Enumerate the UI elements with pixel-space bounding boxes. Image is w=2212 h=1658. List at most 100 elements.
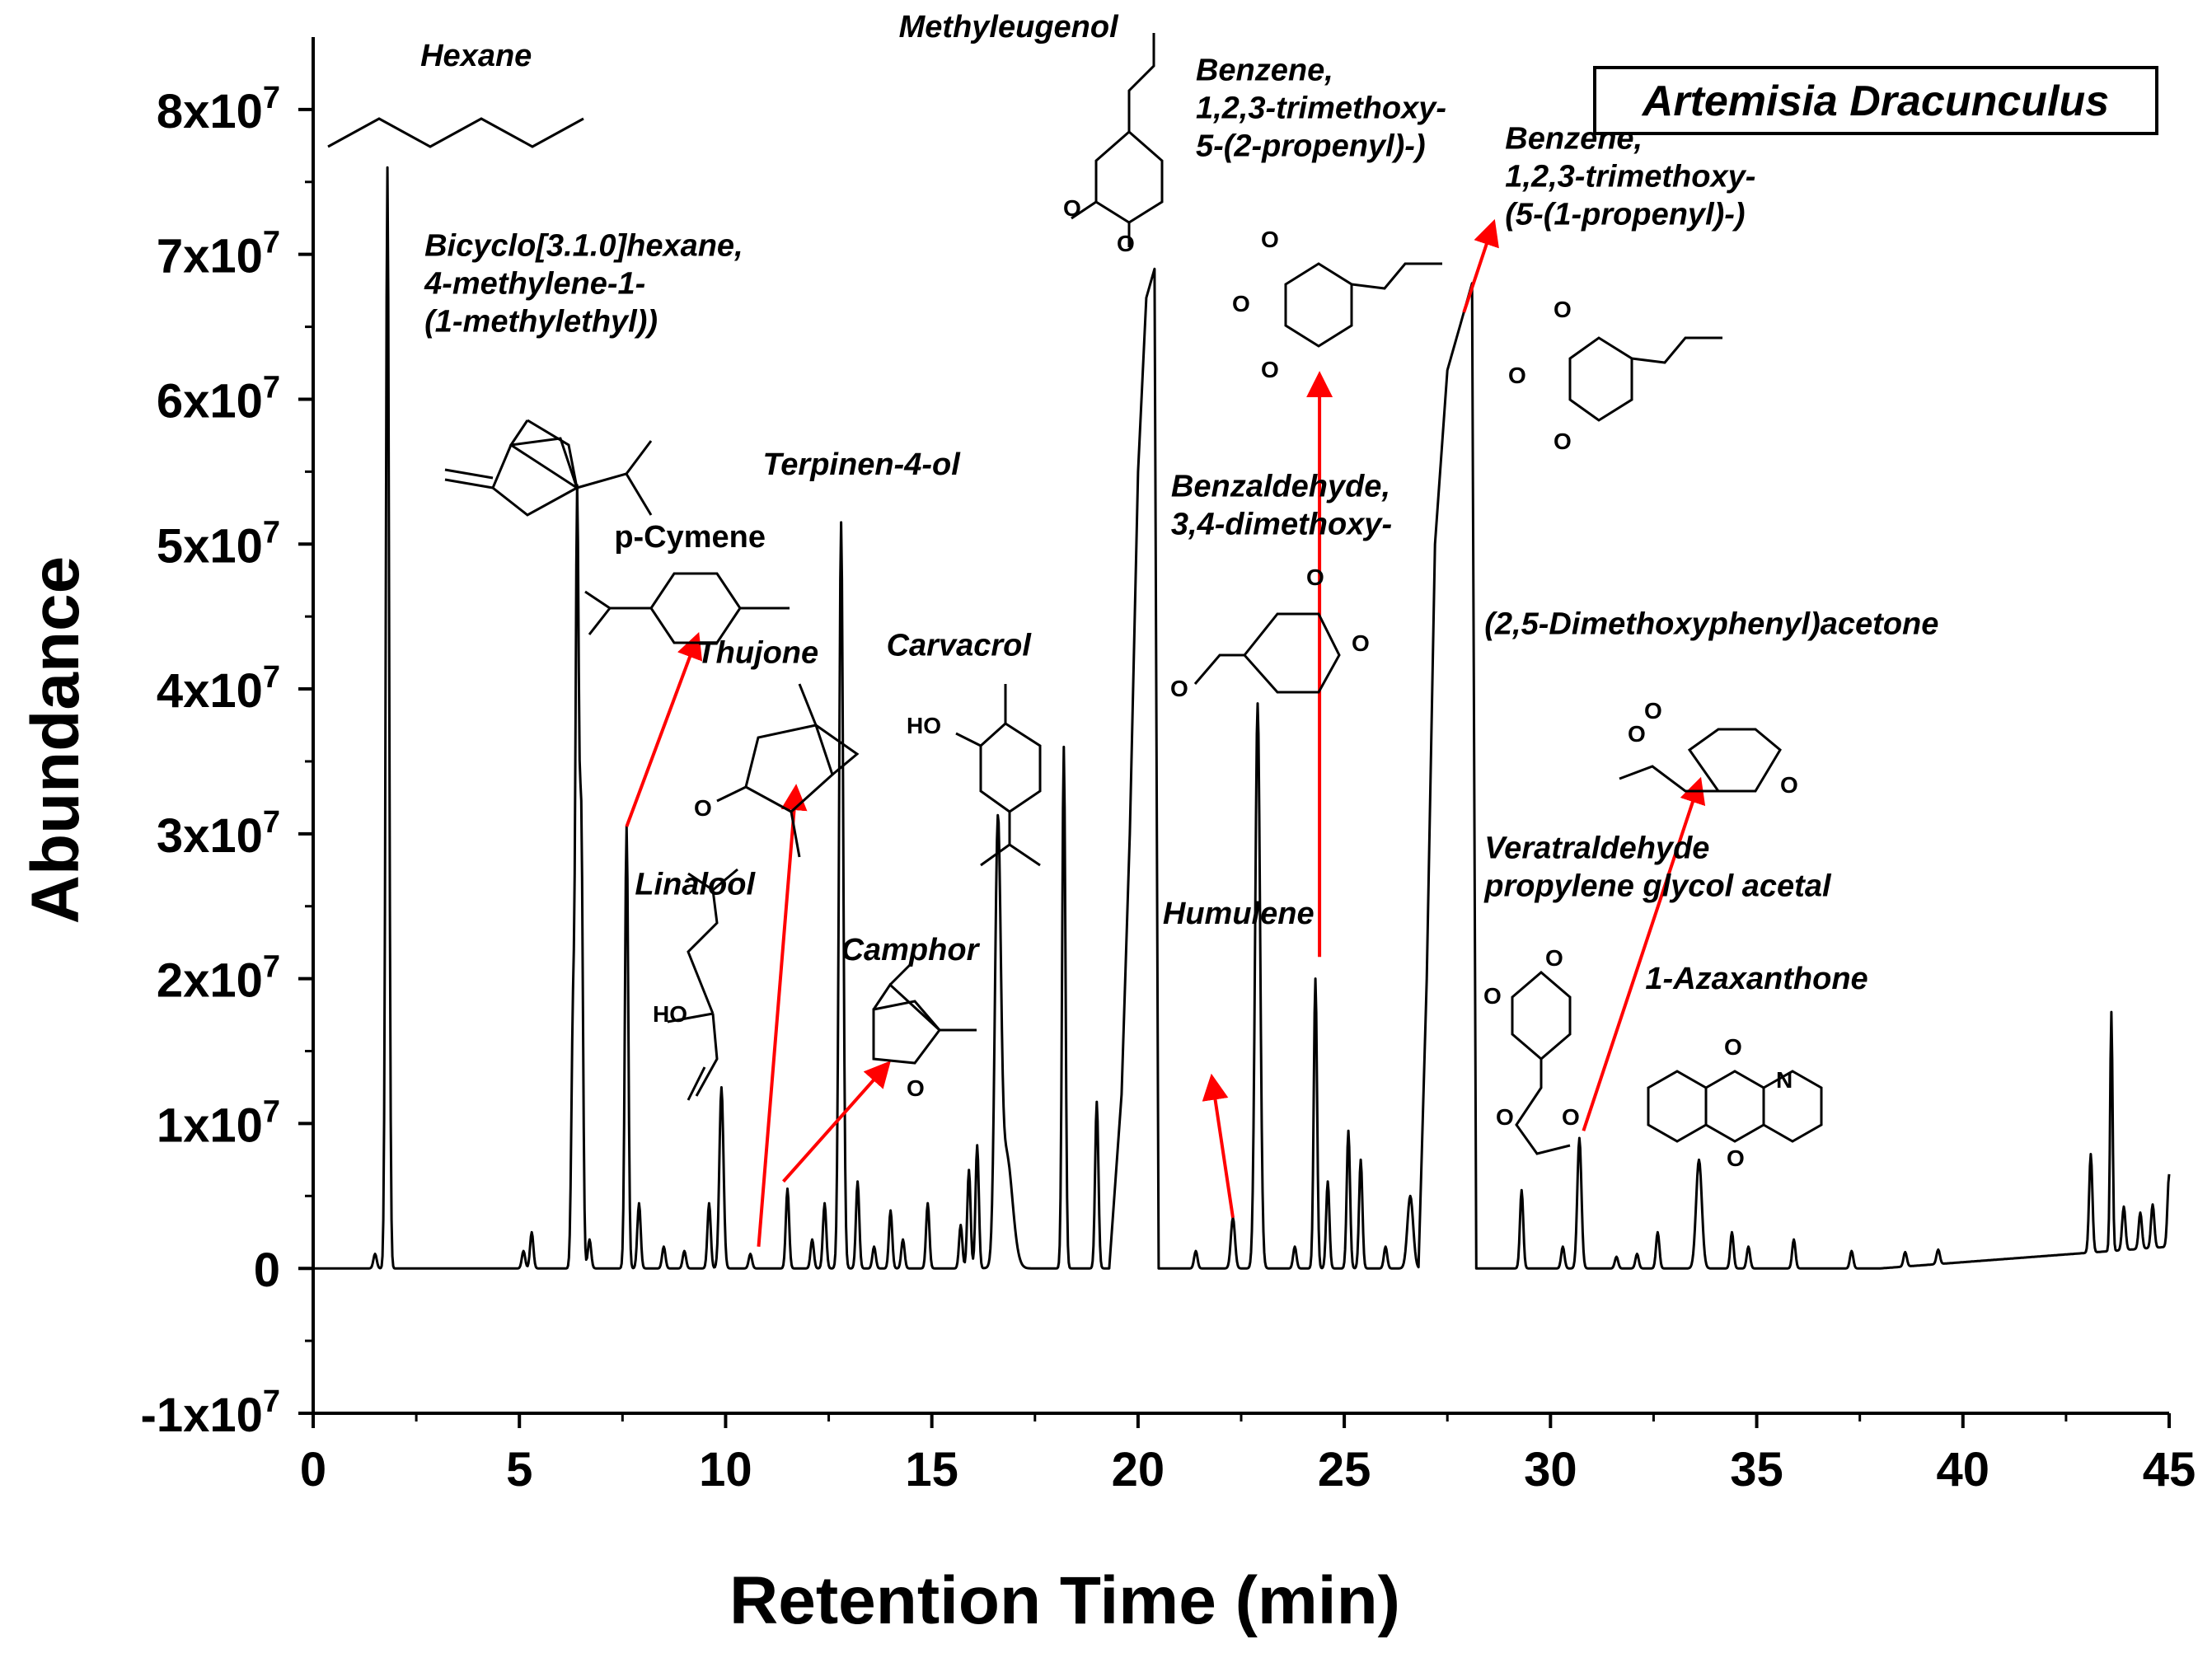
svg-text:HO: HO: [907, 713, 941, 738]
compound-annotations: Hexane Bicyclo[3.1.0]hexane, 4-methylene-1…: [420, 10, 1938, 996]
x-tick-label: 40: [1937, 1443, 1990, 1496]
x-tick-label: 20: [1112, 1443, 1165, 1496]
compound-label-line: (5-(1-propenyl)-): [1505, 197, 1745, 232]
y-tick-label: 3x107: [157, 805, 280, 863]
svg-text:O: O: [1232, 291, 1250, 316]
x-axis-title-text: Retention Time (min): [729, 1563, 1400, 1638]
svg-text:O: O: [1352, 630, 1370, 656]
svg-text:O: O: [1724, 1034, 1742, 1060]
y-tick-label: 0: [254, 1244, 280, 1297]
y-tick-label: 2x107: [157, 950, 280, 1008]
molecule-structures: O HO HO O: [327, 33, 1823, 1171]
axes: 0 5 10 15 20 25 30 35 40 45 -1x107 0 1x107 2x107 3x107…: [141, 37, 2196, 1496]
annotation-arrow: [1582, 776, 1706, 1131]
dimethoxyphenyl-acetone-structure: O O O: [1619, 698, 1798, 798]
compound-label-line: Humulene: [1163, 897, 1315, 931]
svg-text:O: O: [1483, 983, 1502, 1009]
svg-text:O: O: [1170, 676, 1188, 701]
camphor-structure: O: [872, 962, 977, 1101]
compound-label: Linalool: [635, 868, 756, 902]
carvacrol-structure: HO: [907, 684, 1042, 867]
svg-text:O: O: [1261, 227, 1279, 252]
y-tick-label: -1x107: [141, 1384, 280, 1442]
hexane-structure: [327, 117, 584, 148]
compound-label-line: 5-(2-propenyl)-): [1196, 129, 1426, 164]
compound-label: Terpinen-4-ol: [762, 447, 961, 482]
compound-label-line: Benzene,: [1196, 54, 1333, 88]
x-tick-label: 10: [699, 1443, 752, 1496]
compound-label-line: propylene glycol acetal: [1483, 869, 1832, 904]
compound-label: Camphor: [841, 933, 981, 967]
compound-label: Humulene: [1163, 897, 1315, 931]
compound-label-line: Benzaldehyde,: [1171, 469, 1390, 503]
compound-label: Thujone: [696, 635, 818, 670]
compound-label-line: Bicyclo[3.1.0]hexane,: [424, 228, 743, 263]
veratraldehyde-acetal-structure: O O O O: [1483, 945, 1580, 1155]
y-tick-label: 8x107: [157, 81, 280, 138]
compound-label: p-Cymene: [614, 520, 766, 555]
compound-label: Methyleugenol: [899, 10, 1119, 44]
svg-text:O: O: [1554, 429, 1572, 454]
svg-text:O: O: [1562, 1104, 1580, 1130]
compound-label-line: 1-Azaxanthone: [1645, 962, 1868, 996]
x-tick-label: 25: [1318, 1443, 1371, 1496]
compound-label-line: Camphor: [841, 933, 981, 967]
compound-label: Veratraldehyde propylene glycol acetal: [1483, 831, 1832, 904]
svg-text:O: O: [907, 1075, 925, 1101]
svg-text:O: O: [1117, 231, 1135, 256]
compound-label-line: Terpinen-4-ol: [762, 447, 961, 482]
x-tick-label: 5: [506, 1443, 532, 1496]
y-axis-title-text: Abundance: [18, 556, 93, 924]
legend-label: Artemisia Dracunculus: [1641, 77, 2109, 125]
x-axis-title: Retention Time (min): [729, 1563, 1400, 1638]
svg-text:N: N: [1776, 1067, 1793, 1093]
chromatogram-line: [312, 166, 2171, 1270]
legend-frame: [1593, 66, 2158, 135]
compound-label: Carvacrol: [887, 629, 1033, 663]
linalool-structure: HO: [653, 868, 738, 1101]
compound-label-line: 4-methylene-1-: [424, 266, 645, 301]
compound-label-line: Linalool: [635, 868, 756, 902]
trimethoxy-propenyl-benzene-structure: O O O: [1232, 227, 1442, 382]
annotation-arrow: [1202, 1073, 1235, 1218]
x-tick-label: 0: [300, 1443, 326, 1496]
compound-label-line: (2,5-Dimethoxyphenyl)acetone: [1484, 607, 1938, 641]
y-tick-label: 4x107: [157, 660, 280, 718]
compound-label: (2,5-Dimethoxyphenyl)acetone: [1484, 607, 1938, 641]
y-tick-label: 1x107: [157, 1094, 280, 1152]
svg-text:O: O: [1496, 1104, 1514, 1130]
compound-label-line: Thujone: [696, 635, 818, 670]
compound-label-line: Carvacrol: [887, 629, 1033, 663]
x-tick-label: 45: [2143, 1443, 2196, 1496]
compound-label-line: (1-methylethyl)): [424, 304, 658, 339]
compound-label: Bicyclo[3.1.0]hexane, 4-methylene-1-(1-me…: [424, 228, 743, 339]
svg-text:O: O: [1545, 945, 1563, 971]
svg-text:O: O: [1554, 297, 1572, 322]
annotation-arrow: [782, 1061, 891, 1183]
svg-text:O: O: [1306, 564, 1324, 590]
compound-label-line: 3,4-dimethoxy-: [1171, 507, 1392, 541]
compound-label: 1-Azaxanthone: [1645, 962, 1868, 996]
y-tick-label: 7x107: [157, 226, 280, 283]
compound-label: Hexane: [420, 39, 532, 73]
legend-box: Artemisia Dracunculus: [1593, 66, 2158, 135]
compound-label: Benzene, 1,2,3-trimethoxy-5-(2-propenyl)-…: [1196, 54, 1446, 164]
methyleugenol-structure: O O: [1063, 33, 1164, 256]
x-tick-label: 35: [1730, 1443, 1783, 1496]
compound-label: Benzaldehyde, 3,4-dimethoxy-: [1171, 469, 1392, 541]
compound-label-line: 1,2,3-trimethoxy-: [1505, 159, 1755, 194]
y-tick-label: 6x107: [157, 370, 280, 428]
compound-label: Benzene, 1,2,3-trimethoxy-(5-(1-propenyl)…: [1505, 121, 1755, 232]
svg-text:O: O: [1780, 772, 1798, 798]
y-tick-label: 5x107: [157, 515, 280, 573]
x-tick-label: 15: [905, 1443, 958, 1496]
y-axis-title: Abundance: [18, 556, 93, 924]
compound-label-line: p-Cymene: [614, 520, 766, 555]
svg-text:O: O: [1508, 363, 1526, 388]
svg-text:O: O: [1644, 698, 1662, 724]
trimethoxy-1-propenyl-benzene-structure: O O O: [1508, 297, 1722, 454]
compound-label-line: Veratraldehyde: [1484, 831, 1709, 866]
azaxanthone-structure: O N O: [1647, 1034, 1823, 1171]
svg-text:O: O: [1628, 721, 1646, 747]
